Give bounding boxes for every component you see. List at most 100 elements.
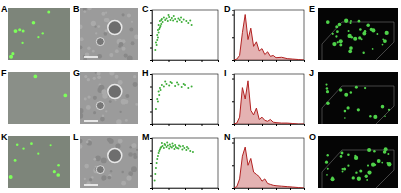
plot-frame bbox=[234, 74, 304, 124]
image-panel: G bbox=[73, 68, 138, 125]
image bbox=[8, 72, 70, 124]
scale-bar bbox=[84, 184, 98, 186]
image bbox=[318, 8, 398, 60]
point bbox=[183, 147, 185, 149]
tick bbox=[248, 124, 249, 126]
fluor-dot bbox=[9, 175, 13, 179]
tick-mark bbox=[276, 124, 277, 126]
fluor-dot bbox=[364, 87, 366, 89]
fluor-dot bbox=[325, 84, 327, 86]
fluor-dot bbox=[341, 152, 344, 155]
tick bbox=[150, 23, 152, 24]
texture bbox=[80, 144, 82, 148]
fluor-dot bbox=[325, 161, 328, 164]
texture bbox=[83, 10, 86, 13]
vesicle bbox=[108, 21, 122, 35]
tick bbox=[150, 176, 152, 177]
point bbox=[187, 22, 189, 24]
image bbox=[80, 72, 138, 124]
marks bbox=[234, 147, 304, 188]
tick-mark bbox=[150, 138, 152, 139]
texture bbox=[105, 18, 109, 22]
tick bbox=[150, 60, 152, 61]
point bbox=[183, 83, 185, 85]
tick bbox=[202, 124, 203, 126]
point bbox=[155, 167, 157, 169]
fluor-dot bbox=[358, 20, 361, 23]
fluor-dot bbox=[326, 101, 330, 105]
figure: ABEFGJKLOCDHIMN bbox=[0, 0, 401, 193]
fluor-dot bbox=[349, 46, 353, 50]
image-panel: J bbox=[309, 68, 398, 126]
point bbox=[166, 146, 168, 148]
tick bbox=[276, 188, 277, 190]
fluor-dot bbox=[384, 115, 386, 117]
tick bbox=[150, 151, 152, 152]
image-bg bbox=[8, 72, 70, 124]
texture bbox=[128, 171, 133, 176]
texture bbox=[109, 53, 113, 57]
tick-mark bbox=[150, 151, 152, 152]
image bbox=[80, 136, 138, 188]
point bbox=[155, 108, 157, 110]
point bbox=[168, 148, 170, 150]
texture bbox=[92, 50, 95, 53]
point bbox=[172, 20, 174, 22]
point bbox=[155, 42, 157, 44]
tick-mark bbox=[150, 23, 152, 24]
plot-frame bbox=[152, 10, 218, 60]
tick-mark bbox=[218, 124, 219, 126]
fluor-dot bbox=[369, 115, 371, 117]
texture bbox=[115, 75, 119, 79]
texture bbox=[84, 178, 86, 180]
point bbox=[157, 155, 159, 157]
fluor-dot bbox=[332, 42, 336, 46]
image-panel: A bbox=[1, 4, 70, 60]
texture bbox=[136, 149, 138, 151]
fluor-dot bbox=[366, 179, 368, 181]
x-axis bbox=[235, 124, 305, 126]
image-bg bbox=[318, 72, 398, 124]
tick-mark bbox=[202, 188, 203, 190]
point bbox=[158, 152, 160, 154]
fluor-dot bbox=[11, 52, 14, 55]
fluor-dot bbox=[353, 37, 357, 41]
tick-mark bbox=[150, 48, 152, 49]
point bbox=[156, 39, 158, 41]
tick bbox=[169, 188, 170, 190]
point bbox=[161, 142, 163, 144]
x-axis bbox=[235, 188, 305, 190]
vesicle bbox=[108, 149, 122, 163]
tick-mark bbox=[232, 15, 234, 16]
texture bbox=[95, 32, 97, 34]
tick-mark bbox=[150, 176, 152, 177]
fluor-dot bbox=[350, 20, 352, 22]
point bbox=[171, 147, 173, 149]
plot-frame bbox=[152, 74, 218, 124]
area bbox=[234, 15, 304, 60]
texture bbox=[109, 139, 114, 144]
tick-mark bbox=[304, 124, 305, 126]
texture bbox=[135, 103, 138, 106]
tick-mark bbox=[232, 79, 234, 80]
texture bbox=[80, 25, 83, 29]
plot-frame bbox=[152, 138, 218, 188]
tick bbox=[262, 188, 263, 190]
point bbox=[168, 14, 170, 16]
tick-mark bbox=[232, 188, 234, 189]
panel-label: D bbox=[224, 4, 231, 14]
texture bbox=[102, 177, 106, 181]
texture bbox=[124, 53, 128, 57]
fluor-dot bbox=[336, 30, 339, 33]
vesicle bbox=[108, 85, 122, 99]
point bbox=[161, 18, 163, 20]
panel-label: K bbox=[1, 132, 8, 142]
point bbox=[156, 158, 158, 160]
tick bbox=[150, 188, 152, 189]
point bbox=[160, 89, 162, 91]
chart: C bbox=[142, 4, 219, 62]
texture bbox=[87, 95, 90, 98]
texture bbox=[84, 164, 89, 169]
texture bbox=[80, 45, 82, 49]
tick bbox=[232, 143, 234, 144]
